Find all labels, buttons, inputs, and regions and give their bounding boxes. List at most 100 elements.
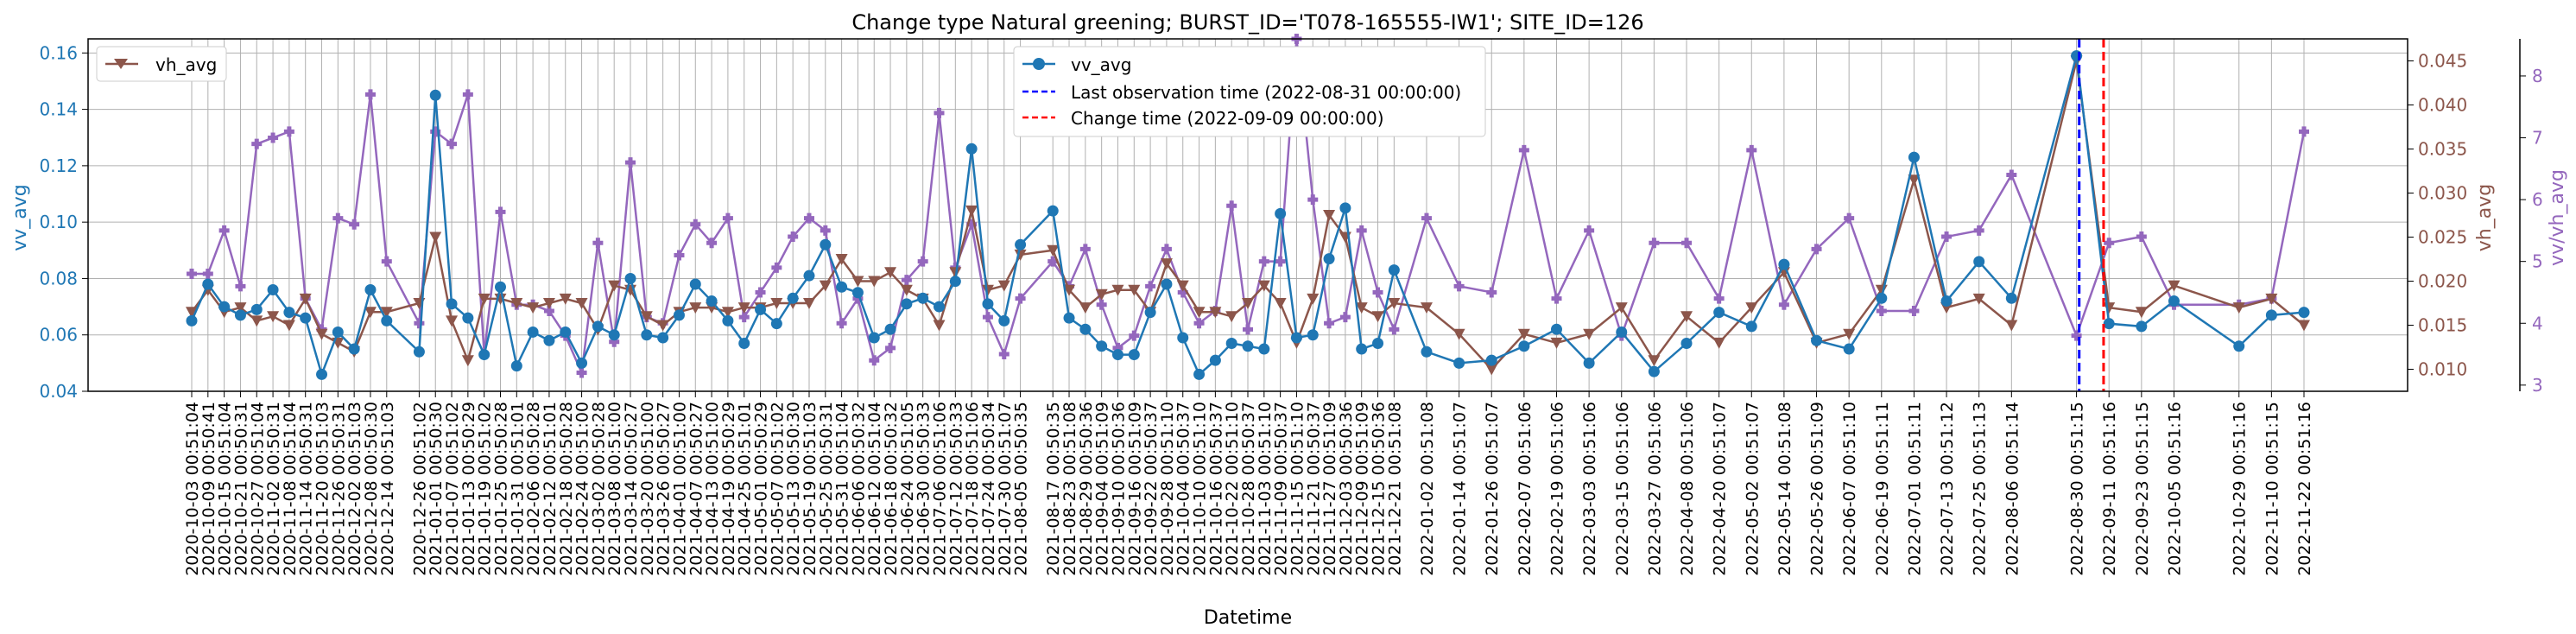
ratio-point: [836, 318, 847, 329]
vv-avg-point: [527, 326, 539, 338]
x-tick-label: 2022-07-13 00:51:12: [1938, 402, 1957, 576]
vh-avg-point: [1257, 280, 1270, 292]
x-tick-label: 2021-04-25 00:51:01: [736, 402, 755, 576]
x-tick-label: 2022-02-19 00:51:06: [1547, 402, 1566, 576]
legend-vh-label: vh_avg: [155, 54, 217, 75]
x-tick-label: 2021-03-26 00:50:27: [655, 402, 674, 576]
vv-avg-point: [1713, 307, 1725, 319]
vv-avg-point: [1908, 151, 1920, 163]
vh-avg-point: [819, 280, 832, 292]
vv-avg-point: [884, 323, 896, 335]
vv-avg-point: [820, 238, 832, 250]
vv-avg-point: [1745, 320, 1757, 333]
ratio-point: [218, 225, 230, 236]
x-tick-label: 2021-07-06 00:51:06: [931, 402, 950, 576]
y-right1-tick-label: 0.010: [2418, 359, 2467, 380]
x-tick-label: 2020-10-15 00:51:04: [216, 402, 235, 576]
x-tick-label: 2021-10-28 00:50:37: [1239, 402, 1258, 576]
y-right2-tick-label: 4: [2532, 313, 2543, 333]
vh-avg-point: [1355, 302, 1368, 314]
x-tick-label: 2021-05-01 00:50:29: [752, 402, 771, 576]
vv-avg-point: [1193, 368, 1206, 380]
x-tick-label: 2021-05-19 00:51:03: [801, 402, 820, 576]
x-tick-label: 2022-10-05 00:51:16: [2165, 402, 2184, 576]
ratio-point: [755, 287, 766, 298]
vv-avg-point: [949, 276, 961, 288]
x-tick-label: 2022-08-30 00:51:15: [2068, 402, 2087, 576]
ratio-point: [381, 256, 392, 267]
ratio-point: [771, 262, 782, 273]
vh-avg-point: [2265, 293, 2278, 305]
ratio-point: [349, 219, 360, 230]
vh-avg-point: [997, 280, 1010, 292]
vh-avg-point: [1517, 328, 1530, 340]
vh-avg-point: [689, 302, 702, 314]
vh-avg-point: [478, 293, 491, 305]
x-tick-label: 2020-10-09 00:50:41: [199, 402, 218, 576]
x-tick-label: 2021-01-01 00:50:30: [427, 402, 446, 576]
ratio-point: [268, 132, 279, 143]
x-tick-label: 2021-01-31 00:51:01: [508, 402, 527, 576]
x-tick-label: 2021-11-27 00:51:09: [1320, 402, 1339, 576]
y-left-tick-label: 0.04: [39, 381, 78, 402]
vv-avg-point: [186, 314, 198, 327]
legend-vv-label: vv_avg: [1071, 54, 1131, 75]
y-right1-tick-label: 0.045: [2418, 51, 2467, 72]
right-axis-label-ratio: vv/vh_avg: [2547, 169, 2568, 266]
x-tick-label: 2022-04-08 00:51:06: [1678, 402, 1697, 576]
vv-avg-point: [316, 368, 328, 380]
vv-avg-point: [2265, 309, 2277, 321]
vh-avg-point: [267, 311, 280, 323]
ratio-point: [2006, 169, 2017, 181]
vv-avg-point: [1680, 338, 1693, 350]
vh-avg-point: [1680, 311, 1693, 323]
vv-avg-point: [543, 334, 555, 346]
vv-avg-point: [2136, 320, 2148, 333]
x-tick-label: 2021-11-03 00:51:10: [1256, 402, 1275, 576]
x-tick-label: 2021-03-20 00:51:00: [638, 402, 657, 576]
ratio-point: [869, 355, 880, 366]
vh-avg-point: [1712, 337, 1725, 349]
vv-avg-point: [868, 332, 880, 344]
ratio-point: [1015, 293, 1026, 304]
ratio-point: [332, 212, 344, 224]
axes: [82, 38, 2526, 397]
vv-avg-point: [1079, 323, 1092, 335]
x-tick-label: 2022-07-01 00:51:11: [1905, 402, 1924, 576]
vv-avg-point: [1356, 343, 1368, 355]
vv-avg-point: [1161, 278, 1173, 290]
ratio-point: [917, 256, 928, 267]
x-tick-label: 2020-10-27 00:51:04: [248, 402, 267, 576]
vh-avg-point: [1485, 364, 1498, 376]
vh-avg-point: [446, 315, 459, 327]
vh-avg-point: [1307, 293, 1320, 305]
ratio-point: [1258, 256, 1269, 267]
ratio-point: [1811, 244, 1822, 255]
vv-avg-point: [1973, 256, 1985, 268]
x-tick-label: 2022-05-14 00:51:08: [1775, 402, 1794, 576]
vv-avg-point: [901, 298, 913, 310]
x-tick-label: 2021-07-12 00:50:33: [946, 402, 965, 576]
x-tick-label: 2020-11-20 00:51:03: [313, 402, 332, 576]
ratio-point: [283, 126, 294, 137]
vv-avg-point: [1111, 349, 1123, 361]
x-tick-label: 2022-01-02 00:51:08: [1418, 402, 1437, 576]
vv-avg-point: [755, 303, 767, 315]
vv-avg-point: [1811, 334, 1823, 346]
y-left-tick-label: 0.08: [39, 268, 78, 288]
vh-avg-point: [2168, 280, 2180, 292]
legend-vh: vh_avg: [96, 46, 227, 82]
x-tick-label: 2022-11-10 00:51:15: [2263, 402, 2282, 576]
x-tick-label: 2022-10-29 00:51:16: [2231, 402, 2250, 576]
vv-avg-point: [429, 89, 441, 101]
x-tick-label: 2021-05-13 00:50:30: [784, 402, 803, 576]
vv-avg-point: [2298, 307, 2310, 319]
x-tick-label: 2021-05-07 00:51:02: [768, 402, 787, 576]
vv-avg-point: [770, 318, 782, 330]
ratio-point: [1713, 293, 1725, 304]
vv-avg-point: [673, 309, 685, 321]
y-right1-tick-label: 0.035: [2418, 139, 2467, 160]
vh-avg-point: [1176, 280, 1189, 292]
